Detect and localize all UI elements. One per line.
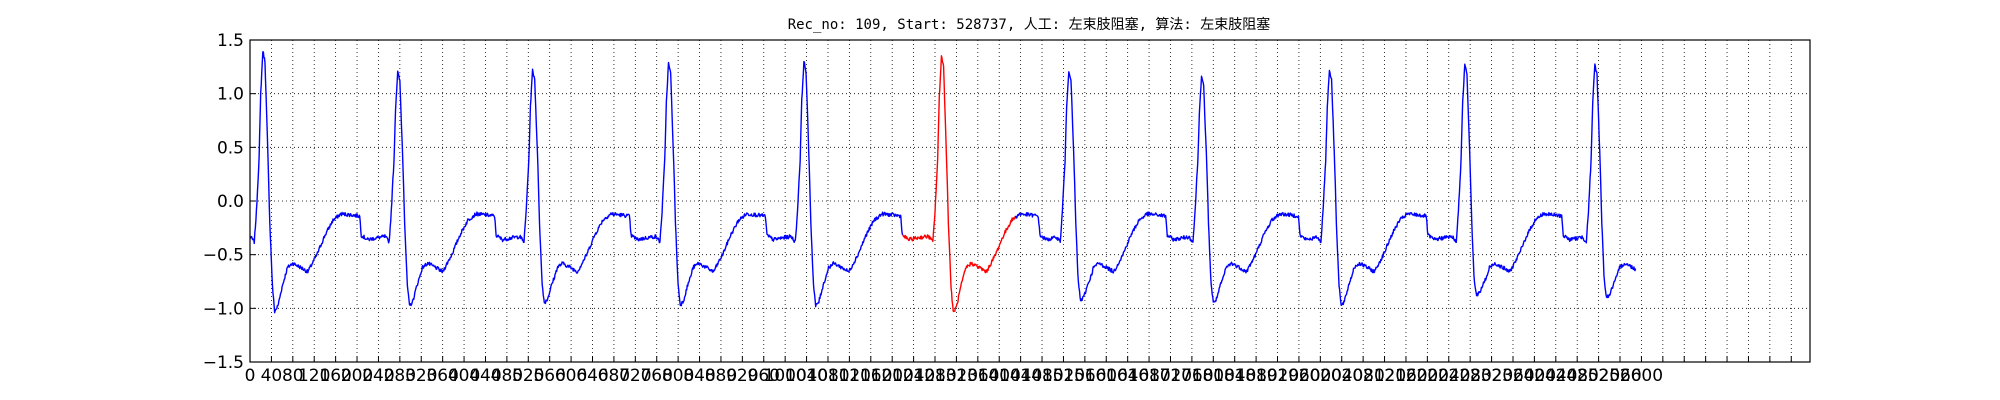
x-tick-label: 2160 bbox=[1384, 366, 1427, 386]
y-tick-label: 1.5 bbox=[217, 31, 244, 51]
y-axis: 1.5 1.0 0.5 0.0 −0.5 −1.0 −1.5 bbox=[203, 31, 256, 373]
y-tick-label: 1.0 bbox=[217, 85, 244, 105]
x-tick-label: 480 bbox=[491, 366, 523, 386]
x-tick-label: 720 bbox=[619, 366, 651, 386]
x-tick-label: 2440 bbox=[1534, 366, 1577, 386]
x-tick-label: 360 bbox=[426, 366, 458, 386]
x-tick-label: 0 bbox=[245, 366, 256, 386]
y-tick-label: 0.5 bbox=[217, 138, 244, 158]
x-tick-label: 760 bbox=[640, 366, 672, 386]
x-tick-label: 280 bbox=[384, 366, 416, 386]
x-tick-label: 520 bbox=[512, 366, 544, 386]
y-tick-label: −1.0 bbox=[203, 299, 244, 319]
ecg-series bbox=[249, 51, 1637, 314]
x-tick-label: 2000 bbox=[1299, 366, 1342, 386]
x-tick-label: 1720 bbox=[1149, 366, 1192, 386]
x-tick-label: 2320 bbox=[1470, 366, 1513, 386]
x-tick-label: 1560 bbox=[1063, 366, 1106, 386]
x-tick-label: 1960 bbox=[1277, 366, 1320, 386]
x-tick-label: 1680 bbox=[1127, 366, 1170, 386]
x-tick-label: 1480 bbox=[1020, 366, 1063, 386]
x-tick-label: 440 bbox=[469, 366, 501, 386]
x-tick-label: 40 bbox=[261, 366, 283, 386]
x-tick-label: 2200 bbox=[1406, 366, 1449, 386]
x-tick-label: 1080 bbox=[806, 366, 849, 386]
x-tick-label: 240 bbox=[362, 366, 394, 386]
x-tick-label: 1120 bbox=[828, 366, 871, 386]
x-tick-label: 2240 bbox=[1427, 366, 1470, 386]
x-tick-label: 2560 bbox=[1598, 366, 1641, 386]
x-tick-label: 1280 bbox=[913, 366, 956, 386]
x-tick-label: 80 bbox=[282, 366, 304, 386]
x-tick-label: 1800 bbox=[1192, 366, 1235, 386]
x-tick-label: 640 bbox=[576, 366, 608, 386]
x-tick-label: 1600 bbox=[1085, 366, 1128, 386]
x-tick-label: 1920 bbox=[1256, 366, 1299, 386]
ecg-line-normal bbox=[249, 51, 904, 314]
x-tick-label: 1440 bbox=[999, 366, 1042, 386]
x-tick-label: 2080 bbox=[1342, 366, 1385, 386]
y-tick-label: −1.5 bbox=[203, 353, 244, 373]
x-tick-label: 320 bbox=[405, 366, 437, 386]
ecg-line-highlight bbox=[902, 55, 1016, 313]
x-tick-label: 1000 bbox=[764, 366, 807, 386]
x-axis: 0 40 8012016020024028032036040044048052056… bbox=[245, 356, 1792, 386]
ecg-line-normal bbox=[1014, 63, 1637, 306]
x-tick-label: 1840 bbox=[1213, 366, 1256, 386]
x-tick-label: 960 bbox=[748, 366, 780, 386]
x-tick-label: 1160 bbox=[849, 366, 892, 386]
x-tick-label: 1320 bbox=[935, 366, 978, 386]
x-tick-label: 880 bbox=[705, 366, 737, 386]
x-tick-label: 2520 bbox=[1577, 366, 1620, 386]
x-tick-label: 120 bbox=[298, 366, 330, 386]
x-tick-label: 400 bbox=[448, 366, 480, 386]
x-tick-label: 1200 bbox=[871, 366, 914, 386]
x-tick-label: 2400 bbox=[1513, 366, 1556, 386]
x-tick-label: 2600 bbox=[1620, 366, 1663, 386]
x-tick-label: 200 bbox=[341, 366, 373, 386]
x-tick-label: 2360 bbox=[1491, 366, 1534, 386]
x-tick-label: 2480 bbox=[1556, 366, 1599, 386]
x-tick-label: 2040 bbox=[1320, 366, 1363, 386]
x-tick-label: 160 bbox=[319, 366, 351, 386]
x-tick-label: 600 bbox=[555, 366, 587, 386]
x-tick-label: 2280 bbox=[1449, 366, 1492, 386]
x-tick-label: 680 bbox=[598, 366, 630, 386]
x-tick-label: 1880 bbox=[1234, 366, 1277, 386]
x-tick-label: 1240 bbox=[892, 366, 935, 386]
y-tick-label: −0.5 bbox=[203, 246, 244, 266]
grid bbox=[250, 40, 1810, 362]
x-tick-label: 800 bbox=[662, 366, 694, 386]
x-tick-label: 1400 bbox=[978, 366, 1021, 386]
x-tick-label: 2120 bbox=[1363, 366, 1406, 386]
x-tick-label: 840 bbox=[683, 366, 715, 386]
x-tick-label: 920 bbox=[726, 366, 758, 386]
y-tick-label: 0.0 bbox=[217, 192, 244, 212]
x-tick-label: 1520 bbox=[1042, 366, 1085, 386]
chart-title: Rec_no: 109, Start: 528737, 人工: 左束肢阻塞, 算… bbox=[788, 16, 1271, 33]
x-tick-label: 560 bbox=[533, 366, 565, 386]
x-tick-label: 1360 bbox=[956, 366, 999, 386]
x-tick-label: 1040 bbox=[785, 366, 828, 386]
x-tick-label: 1760 bbox=[1170, 366, 1213, 386]
x-tick-label: 1640 bbox=[1106, 366, 1149, 386]
